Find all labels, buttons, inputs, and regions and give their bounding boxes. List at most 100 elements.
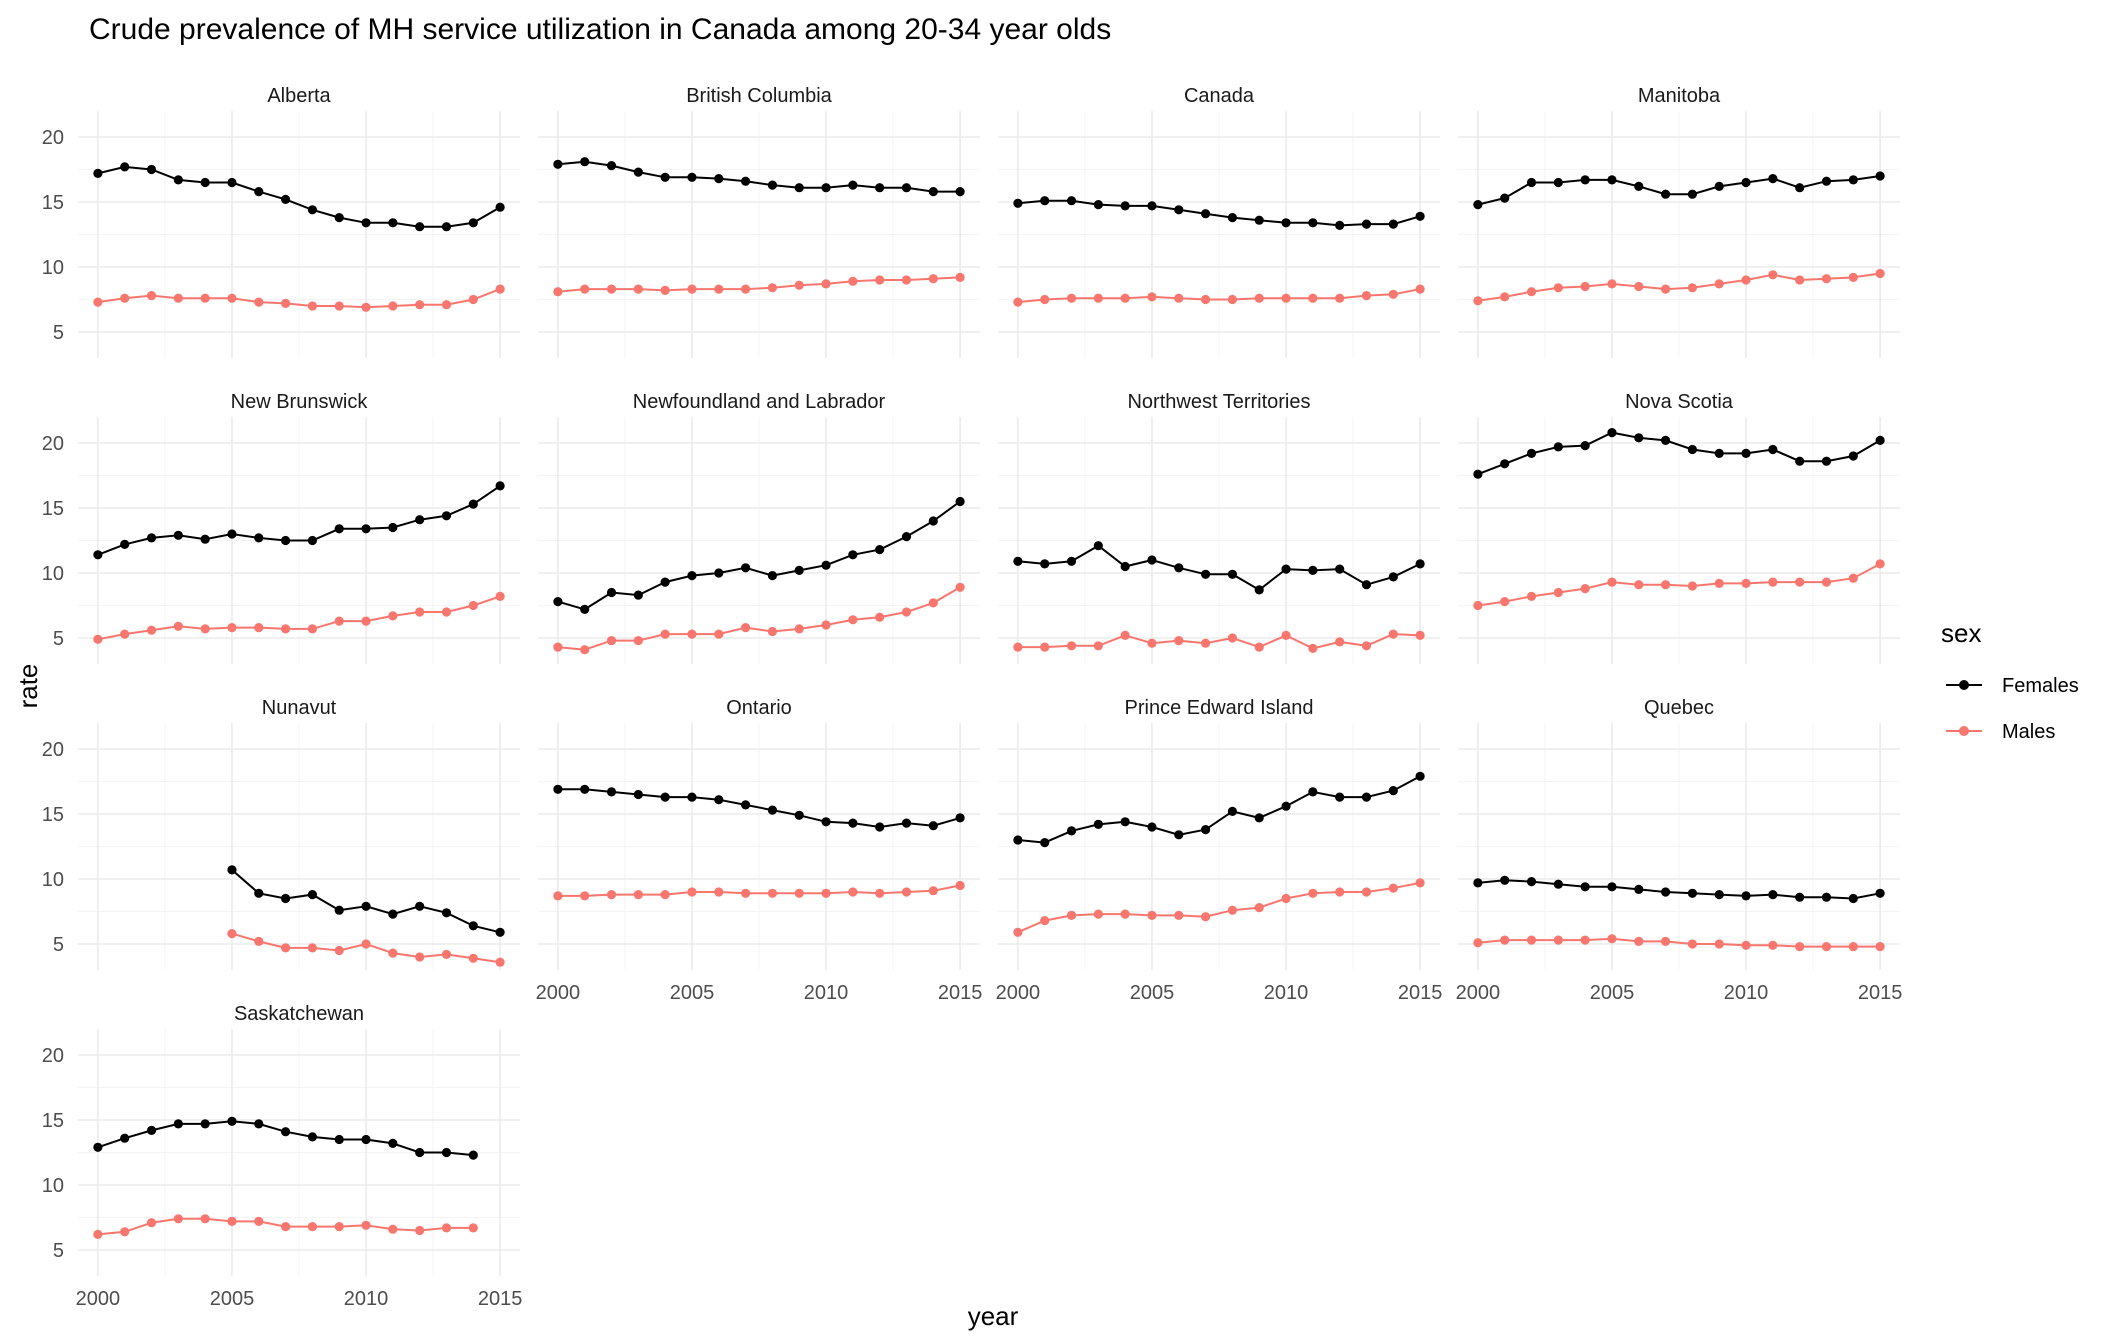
- data-point-females: [1795, 456, 1805, 466]
- panel-prince-edward-island: Prince Edward Island 2000 2005 2010 2015: [996, 697, 1443, 1004]
- x-tick-label: 2015: [938, 982, 983, 1004]
- data-point-males: [1848, 272, 1858, 282]
- data-point-males: [955, 582, 965, 592]
- data-point-females: [660, 792, 670, 802]
- legend-title: sex: [1941, 618, 1981, 648]
- data-point-males: [227, 623, 237, 633]
- data-point-females: [1741, 177, 1751, 188]
- data-point-males: [633, 284, 643, 294]
- data-point-males: [1795, 275, 1805, 285]
- x-axis-title: year: [968, 1301, 1019, 1331]
- data-point-males: [334, 945, 344, 956]
- data-point-males: [1607, 279, 1617, 289]
- data-point-females: [441, 908, 452, 918]
- data-point-females: [1660, 435, 1671, 445]
- data-point-females: [254, 1119, 264, 1129]
- panel-saskatchewan: Saskatchewan 5 10 15 20 2000 2005 2010 2015: [42, 1003, 523, 1310]
- data-point-males: [1174, 910, 1184, 921]
- data-point-females: [468, 499, 478, 509]
- data-point-females: [1040, 196, 1050, 206]
- data-point-males: [606, 636, 617, 646]
- data-point-males: [1174, 293, 1184, 303]
- legend-label-males: Males: [2002, 721, 2055, 743]
- data-point-females: [1147, 555, 1157, 565]
- data-point-males: [1500, 935, 1510, 945]
- data-point-females: [1821, 892, 1832, 902]
- data-point-females: [1687, 189, 1698, 199]
- data-point-males: [740, 888, 751, 898]
- facet-label-quebec: Quebec: [1644, 697, 1714, 719]
- data-point-females: [1741, 448, 1751, 458]
- data-point-females: [821, 183, 831, 193]
- data-point-females: [173, 1119, 183, 1129]
- data-point-females: [1580, 882, 1590, 892]
- data-point-females: [1660, 189, 1671, 199]
- x-tick-label: 2010: [1264, 982, 1309, 1004]
- data-point-males: [928, 886, 938, 896]
- data-point-females: [1200, 569, 1211, 579]
- data-point-males: [1553, 587, 1563, 598]
- data-point-males: [1308, 888, 1318, 898]
- data-point-males: [1200, 294, 1211, 305]
- y-tick-label: 20: [42, 127, 64, 149]
- data-point-males: [687, 284, 697, 294]
- y-tick-label: 10: [42, 1175, 64, 1197]
- data-point-males: [687, 629, 697, 639]
- data-point-males: [1335, 887, 1345, 897]
- data-point-males: [1361, 887, 1372, 897]
- data-point-females: [1580, 175, 1590, 185]
- series-line-males: [97, 288, 501, 309]
- x-tick-label: 2010: [344, 1288, 389, 1310]
- data-point-females: [254, 187, 264, 197]
- data-point-males: [173, 621, 183, 631]
- data-point-males: [441, 300, 452, 310]
- series-line-females: [97, 485, 501, 556]
- y-axis-title: rate: [13, 664, 43, 709]
- data-point-males: [1093, 293, 1103, 303]
- data-point-females: [687, 792, 697, 802]
- data-point-males: [1281, 630, 1291, 641]
- data-point-males: [361, 1220, 371, 1230]
- data-point-males: [660, 285, 670, 295]
- x-tick-label: 2005: [1590, 982, 1635, 1004]
- data-point-females: [1335, 220, 1345, 230]
- data-point-females: [1607, 428, 1617, 438]
- data-point-males: [1526, 935, 1537, 945]
- data-point-females: [633, 167, 643, 177]
- data-point-females: [1227, 569, 1238, 579]
- data-point-males: [1714, 939, 1724, 949]
- data-point-males: [1634, 281, 1644, 292]
- legend-key-point-females: [1959, 680, 1969, 690]
- data-point-females: [468, 218, 478, 228]
- series-line-males: [1477, 272, 1881, 302]
- data-point-females: [1714, 890, 1724, 900]
- x-tick-label: 2000: [76, 1288, 121, 1310]
- data-point-males: [120, 629, 130, 639]
- data-point-females: [1308, 218, 1318, 228]
- data-point-females: [468, 1150, 478, 1160]
- data-point-males: [1607, 577, 1617, 587]
- data-point-females: [227, 865, 237, 875]
- data-point-males: [1013, 927, 1023, 937]
- series-line-males: [557, 586, 961, 651]
- facet-label-canada: Canada: [1184, 85, 1255, 107]
- data-point-males: [495, 284, 505, 294]
- data-point-females: [173, 530, 183, 540]
- data-point-females: [307, 205, 318, 215]
- series-line-females: [1477, 879, 1881, 900]
- data-point-females: [740, 800, 751, 810]
- y-tick-label: 20: [42, 1045, 64, 1067]
- data-point-females: [441, 511, 452, 521]
- legend-key-point-males: [1959, 726, 1969, 736]
- data-point-females: [307, 1132, 318, 1142]
- data-point-males: [415, 607, 425, 617]
- facet-label-newfoundland-and-labrador: Newfoundland and Labrador: [633, 391, 886, 413]
- data-point-males: [1660, 284, 1671, 294]
- data-point-males: [767, 626, 778, 637]
- data-point-males: [1174, 636, 1184, 646]
- data-point-males: [1227, 633, 1238, 643]
- data-point-males: [1768, 940, 1778, 950]
- data-point-males: [1580, 584, 1590, 594]
- data-point-females: [848, 550, 858, 560]
- data-point-males: [1714, 279, 1724, 289]
